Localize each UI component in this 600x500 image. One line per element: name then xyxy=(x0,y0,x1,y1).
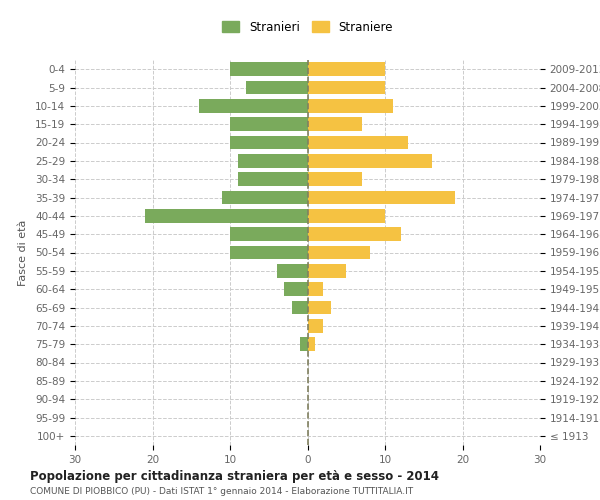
Bar xyxy=(308,172,362,186)
Bar xyxy=(300,338,308,351)
Bar xyxy=(230,136,308,149)
Bar xyxy=(308,190,455,204)
Bar xyxy=(292,300,308,314)
Bar xyxy=(308,319,323,332)
Bar xyxy=(308,99,393,112)
Bar xyxy=(308,246,370,260)
Bar xyxy=(308,338,315,351)
Bar xyxy=(238,172,308,186)
Bar xyxy=(230,118,308,131)
Bar xyxy=(230,228,308,241)
Bar xyxy=(308,209,385,222)
Bar xyxy=(277,264,308,278)
Bar xyxy=(308,136,408,149)
Bar xyxy=(230,246,308,260)
Bar xyxy=(199,99,308,112)
Bar xyxy=(308,80,385,94)
Bar xyxy=(308,228,401,241)
Bar xyxy=(308,264,346,278)
Bar xyxy=(308,62,385,76)
Legend: Stranieri, Straniere: Stranieri, Straniere xyxy=(217,16,398,38)
Bar xyxy=(308,118,362,131)
Text: Popolazione per cittadinanza straniera per età e sesso - 2014: Popolazione per cittadinanza straniera p… xyxy=(30,470,439,483)
Bar xyxy=(230,62,308,76)
Bar xyxy=(308,154,431,168)
Bar xyxy=(238,154,308,168)
Y-axis label: Fasce di età: Fasce di età xyxy=(18,220,28,286)
Text: COMUNE DI PIOBBICO (PU) - Dati ISTAT 1° gennaio 2014 - Elaborazione TUTTITALIA.I: COMUNE DI PIOBBICO (PU) - Dati ISTAT 1° … xyxy=(30,488,413,496)
Bar xyxy=(284,282,308,296)
Bar xyxy=(245,80,308,94)
Bar xyxy=(308,282,323,296)
Bar xyxy=(145,209,308,222)
Bar xyxy=(222,190,308,204)
Bar xyxy=(308,300,331,314)
